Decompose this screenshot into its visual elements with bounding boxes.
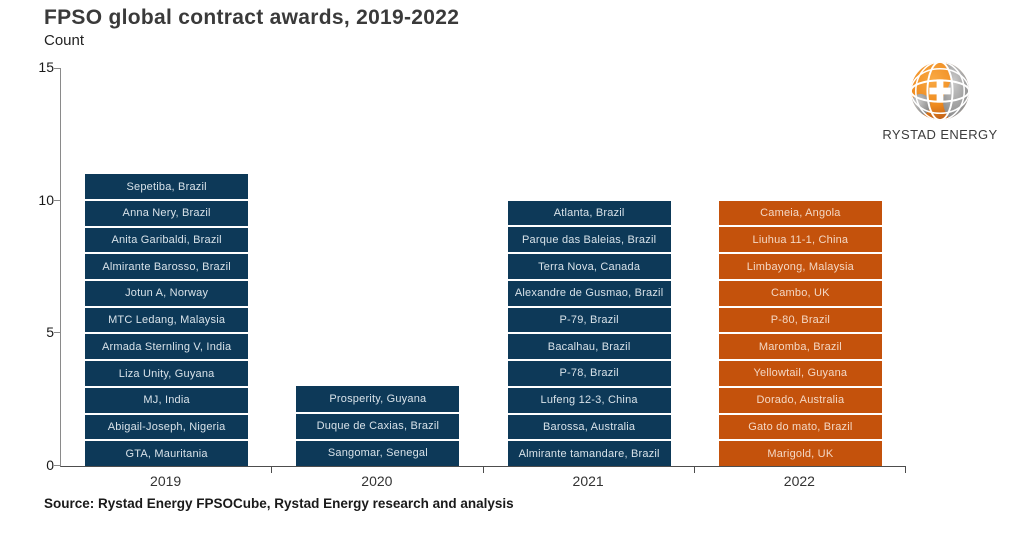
y-axis-tick: [54, 199, 60, 201]
y-axis-tick: [54, 465, 60, 466]
bar-segment-label: Duque de Caxias, Brazil: [316, 420, 440, 433]
x-axis-label-2022: 2022: [783, 473, 815, 489]
y-axis-labels: 0 5 10 15: [14, 59, 54, 473]
bar-segment: Yellowtail, Guyana: [718, 359, 882, 386]
bar-segment: MTC Ledang, Malaysia: [85, 305, 249, 333]
bar-segment-label: P-79, Brazil: [559, 313, 619, 326]
bar-segment-label: P-78, Brazil: [559, 367, 619, 380]
bar-segment-label: Armada Sternling V, India: [101, 340, 232, 353]
bar-segment: MJ, India: [85, 385, 249, 413]
bar-2022: Cameia, Angola Liuhua 11-1, China Limbayon…: [718, 200, 882, 467]
x-axis-label-2021: 2021: [572, 473, 604, 489]
x-axis-tick: [693, 467, 695, 473]
bar-segment: Anna Nery, Brazil: [85, 198, 249, 226]
bar-segment: Dorado, Australia: [718, 385, 882, 413]
bar-segment: P-78, Brazil: [507, 359, 671, 386]
y-axis-tick-label: 15: [38, 59, 54, 75]
bar-segment-label: Anita Garibaldi, Brazil: [111, 233, 222, 246]
chart-title: FPSO global contract awards, 2019-2022: [44, 6, 460, 29]
bar-segment: Alexandre de Gusmao, Brazil: [507, 278, 671, 306]
source-note: Source: Rystad Energy FPSOCube, Rystad E…: [44, 496, 514, 511]
bar-segment-label: Maromba, Brazil: [758, 340, 842, 353]
bar-segment-label: P-80, Brazil: [770, 313, 830, 326]
x-axis-labels: 2019 2020 2021 2022: [60, 473, 905, 493]
bar-segment: P-80, Brazil: [718, 305, 882, 333]
bar-segment-label: Jotun A, Norway: [125, 287, 209, 300]
plot-area: Sepetiba, Brazil Anna Nery, Brazil Anita G…: [54, 68, 906, 473]
bar-segment: Gato do mato, Brazil: [718, 412, 882, 440]
bar-segment-label: Almirante tamandare, Brazil: [518, 447, 660, 460]
bar-segment-label: Atlanta, Brazil: [553, 207, 625, 220]
bar-segment: Almirante Barosso, Brazil: [85, 252, 249, 280]
bar-segment-label: Gato do mato, Brazil: [748, 420, 853, 433]
bar-segment: Cambo, UK: [718, 278, 882, 306]
bar-segment-label: MJ, India: [143, 394, 190, 407]
x-axis-tick: [905, 467, 906, 473]
bar-segment: Prosperity, Guyana: [296, 386, 460, 412]
bar-2020: Prosperity, Guyana Duque de Caxias, Brazi…: [296, 386, 460, 467]
bar-segment: Terra Nova, Canada: [507, 252, 671, 279]
x-axis-tick: [482, 467, 484, 473]
bar-segment-label: Sangomar, Senegal: [327, 447, 428, 460]
bar-segment: Anita Garibaldi, Brazil: [85, 225, 249, 253]
logo-text: RYSTAD ENERGY: [882, 127, 998, 142]
y-axis-tick-label: 10: [38, 191, 54, 208]
rystad-logo: RYSTAD ENERGY: [874, 60, 1006, 142]
y-axis-tick-label: 0: [46, 457, 54, 473]
bar-segment-label: Prosperity, Guyana: [329, 393, 427, 405]
bar-segment: GTA, Mauritania: [85, 439, 249, 467]
bar-segment: Bacalhau, Brazil: [507, 332, 671, 360]
bar-2021: Atlanta, Brazil Parque das Baleias, Brazi…: [507, 200, 671, 467]
bar-segment-label: Liza Unity, Guyana: [118, 367, 215, 380]
bar-segment-label: Limbayong, Malaysia: [746, 260, 854, 273]
bar-segment-label: Lufeng 12-3, China: [540, 394, 638, 407]
bar-segment-label: Abigail-Joseph, Nigeria: [107, 420, 226, 433]
bar-segment: Liuhua 11-1, China: [718, 225, 882, 253]
y-axis-tick-label: 5: [46, 324, 54, 341]
bar-segment-label: MTC Ledang, Malaysia: [108, 314, 226, 327]
bar-segment-label: Bacalhau, Brazil: [547, 340, 631, 353]
bar-2019: Sepetiba, Brazil Anna Nery, Brazil Anita G…: [85, 174, 249, 467]
bar-segment: Parque das Baleias, Brazil: [507, 225, 671, 253]
bar-segment-label: Almirante Barosso, Brazil: [102, 260, 231, 273]
bar-segment-label: Liuhua 11-1, China: [752, 233, 849, 246]
bar-segment-label: Cambo, UK: [771, 287, 830, 300]
bar-segment: Lufeng 12-3, China: [507, 385, 671, 413]
globe-icon: [910, 61, 970, 121]
bar-segment-label: GTA, Mauritania: [125, 447, 208, 460]
bar-segment: Jotun A, Norway: [85, 279, 249, 306]
y-axis-tick: [54, 68, 60, 69]
bar-segment-label: Terra Nova, Canada: [538, 260, 641, 273]
bar-segment-label: Yellowtail, Guyana: [753, 367, 848, 380]
bar-segment-label: Sepetiba, Brazil: [126, 180, 207, 193]
bar-segment: Limbayong, Malaysia: [718, 252, 882, 279]
bar-segment: Duque de Caxias, Brazil: [296, 411, 460, 439]
bar-segment: P-79, Brazil: [507, 305, 671, 333]
x-axis-label-2020: 2020: [361, 473, 393, 489]
bar-segment-label: Dorado, Australia: [756, 394, 845, 407]
bar-segment: Sepetiba, Brazil: [85, 174, 249, 199]
bar-segment: Maromba, Brazil: [718, 332, 882, 360]
bar-segment: Marigold, UK: [718, 439, 882, 467]
x-axis-label-2019: 2019: [150, 473, 182, 489]
bar-segment-label: Alexandre de Gusmao, Brazil: [514, 287, 664, 300]
y-axis-title: Count: [44, 32, 85, 49]
bar-segment: Almirante tamandare, Brazil: [507, 439, 671, 467]
bar-segment: Armada Sternling V, India: [85, 332, 249, 360]
x-axis-tick: [271, 467, 273, 473]
bar-segment: Sangomar, Senegal: [296, 438, 460, 467]
bar-segment: Cameia, Angola: [718, 200, 882, 226]
bar-segment: Barossa, Australia: [507, 412, 671, 440]
bar-segment-label: Anna Nery, Brazil: [122, 207, 211, 220]
bar-segment-label: Marigold, UK: [767, 447, 834, 460]
bar-segment-label: Parque das Baleias, Brazil: [522, 233, 657, 246]
bar-segment: Liza Unity, Guyana: [85, 359, 249, 386]
bar-segment: Abigail-Joseph, Nigeria: [85, 412, 249, 440]
bar-segment: Atlanta, Brazil: [507, 200, 671, 226]
y-axis-tick: [54, 332, 60, 334]
bar-segment-label: Cameia, Angola: [760, 207, 841, 220]
bar-segment-label: Barossa, Australia: [542, 420, 636, 433]
